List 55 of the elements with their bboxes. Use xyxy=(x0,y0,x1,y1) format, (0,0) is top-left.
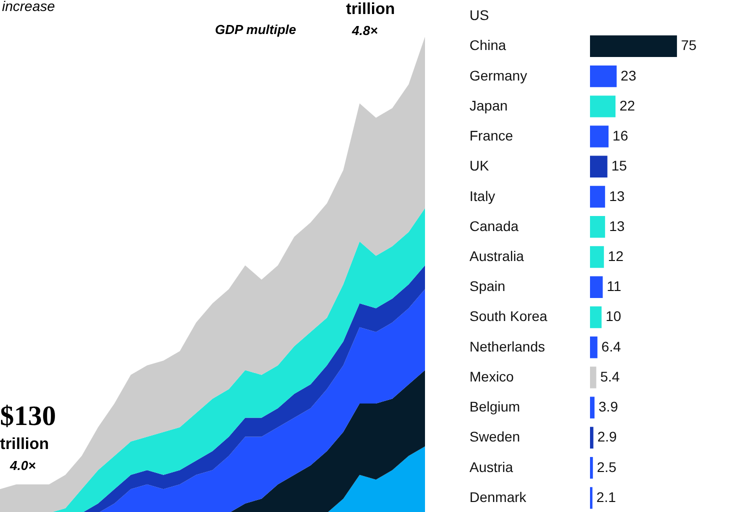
text: increase xyxy=(2,0,56,14)
y-tick-label: Netherlands xyxy=(470,338,545,354)
data-label: 15 xyxy=(611,158,628,174)
data-label: 6.4 xyxy=(601,338,622,354)
y-tick-label: France xyxy=(470,128,514,144)
data-label: 2.1 xyxy=(596,488,616,505)
bar xyxy=(590,246,604,268)
data-label: 3.9 xyxy=(598,398,618,415)
data-label: 23 xyxy=(620,67,636,84)
y-tick-label: Australia xyxy=(470,248,524,264)
bar xyxy=(590,396,595,418)
data-label: 13 xyxy=(609,188,625,204)
data-label: 2.5 xyxy=(596,458,617,475)
data-label: 13 xyxy=(609,218,625,234)
y-tick-label: Japan xyxy=(470,97,508,114)
data-label: 12 xyxy=(608,248,624,264)
data-label: 75 xyxy=(680,37,697,54)
bar xyxy=(590,336,598,358)
data-label: 2.9 xyxy=(597,428,618,445)
y-tick-label: South Korea xyxy=(470,308,548,324)
text: trillion xyxy=(346,1,395,18)
annotation: trillion xyxy=(0,436,49,453)
bar xyxy=(590,426,594,449)
y-tick-label: Mexico xyxy=(470,368,514,384)
data-label: 11 xyxy=(606,278,622,294)
data-label: 22 xyxy=(620,97,636,114)
y-tick-label: Spain xyxy=(470,278,506,294)
bar xyxy=(590,276,603,298)
y-tick-label: Sweden xyxy=(470,428,520,445)
bar xyxy=(590,96,616,118)
annotation: GDP multiple xyxy=(215,22,296,37)
y-tick-label: China xyxy=(470,37,506,54)
y-tick-label: Canada xyxy=(470,218,519,234)
bar xyxy=(590,456,593,479)
bar xyxy=(590,126,609,148)
y-tick-label: US xyxy=(470,7,489,24)
bar xyxy=(590,186,606,208)
annotation: 4.8× xyxy=(351,23,378,38)
bar xyxy=(590,65,617,88)
annotation: 4.0× xyxy=(9,458,36,473)
y-tick-label: Austria xyxy=(470,458,514,475)
y-tick-label: UK xyxy=(470,158,490,174)
data-label: 10 xyxy=(606,308,622,324)
data-label: 16 xyxy=(612,128,628,144)
annotation: $130 xyxy=(0,401,56,432)
y-tick-label: Germany xyxy=(470,67,528,84)
bar xyxy=(590,216,606,238)
bar xyxy=(590,156,608,178)
y-tick-label: Belgium xyxy=(470,398,520,415)
bar xyxy=(590,35,677,58)
y-tick-label: Denmark xyxy=(470,488,528,505)
data-label: 5.4 xyxy=(600,368,620,384)
bar xyxy=(590,306,602,328)
y-tick-label: Italy xyxy=(470,188,496,204)
bar xyxy=(590,366,596,388)
